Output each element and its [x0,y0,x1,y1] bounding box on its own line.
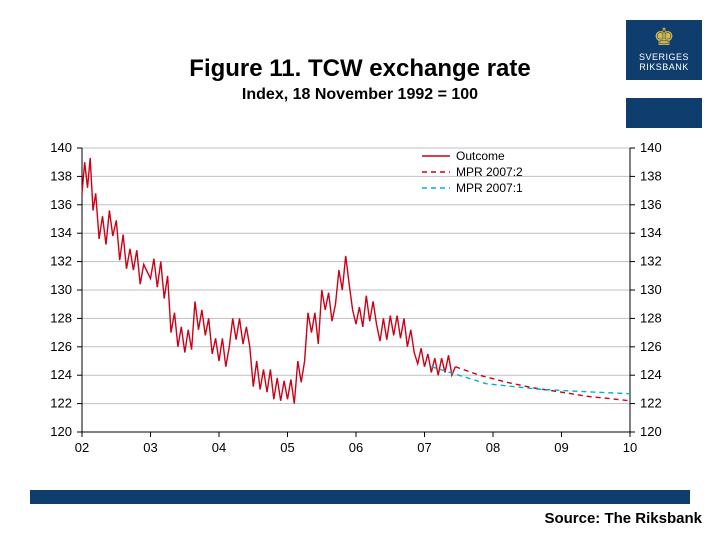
figure-subtitle: Index, 18 November 1992 = 100 [0,86,720,104]
crown-icon: ♚ [626,26,702,50]
svg-text:134: 134 [50,225,72,240]
svg-text:126: 126 [50,339,72,354]
svg-text:132: 132 [640,254,662,269]
svg-text:06: 06 [349,440,363,455]
svg-text:122: 122 [50,396,72,411]
svg-text:132: 132 [50,254,72,269]
figure-title: Figure 11. TCW exchange rate [0,55,720,83]
tcw-exchange-rate-chart: 120 120 122 122 124 124 126 126 128 128 130 130 132 1… [30,138,690,468]
svg-text:140: 140 [50,140,72,155]
svg-text:10: 10 [623,440,637,455]
svg-text:138: 138 [640,168,662,183]
svg-text:MPR 2007:1: MPR 2007:1 [456,181,523,195]
svg-text:07: 07 [417,440,431,455]
svg-text:130: 130 [640,282,662,297]
svg-text:136: 136 [50,197,72,212]
svg-text:Outcome: Outcome [456,149,505,163]
svg-text:05: 05 [280,440,294,455]
svg-text:140: 140 [640,140,662,155]
svg-text:03: 03 [143,440,157,455]
svg-text:130: 130 [50,282,72,297]
chart-container: 120 120 122 122 124 124 126 126 128 128 130 130 132 1… [30,138,690,468]
footer-bar [30,490,690,504]
svg-text:02: 02 [75,440,89,455]
source-label: Source: The Riksbank [544,510,702,527]
svg-text:09: 09 [554,440,568,455]
svg-text:04: 04 [212,440,226,455]
svg-text:120: 120 [640,424,662,439]
svg-text:136: 136 [640,197,662,212]
svg-text:08: 08 [486,440,500,455]
svg-text:134: 134 [640,225,662,240]
svg-text:128: 128 [50,310,72,325]
svg-text:126: 126 [640,339,662,354]
svg-text:128: 128 [640,310,662,325]
svg-text:124: 124 [50,367,72,382]
svg-text:122: 122 [640,396,662,411]
svg-text:138: 138 [50,168,72,183]
svg-text:120: 120 [50,424,72,439]
svg-text:MPR 2007:2: MPR 2007:2 [456,165,523,179]
svg-text:124: 124 [640,367,662,382]
